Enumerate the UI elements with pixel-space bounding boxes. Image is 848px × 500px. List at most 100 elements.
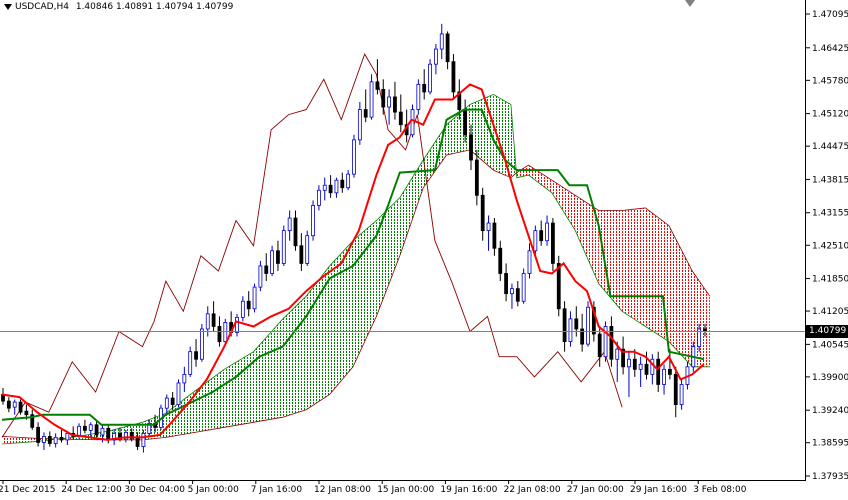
candle-body bbox=[539, 230, 544, 242]
candle-body bbox=[106, 427, 111, 441]
price-tick-label: 1.37935 bbox=[812, 472, 848, 482]
candle-body bbox=[112, 432, 117, 441]
candle-body bbox=[439, 33, 444, 50]
candle bbox=[398, 94, 403, 133]
candle-body bbox=[597, 333, 602, 358]
candle bbox=[164, 394, 169, 415]
kumo-segment bbox=[551, 180, 576, 231]
time-tick-label: 19 Jan 16:00 bbox=[440, 485, 497, 495]
candle-body bbox=[18, 401, 23, 413]
candle bbox=[451, 54, 456, 100]
kumo-segment bbox=[195, 369, 225, 433]
symbol-triangle-icon bbox=[4, 3, 12, 10]
candle bbox=[697, 323, 702, 352]
candle bbox=[586, 301, 590, 347]
candle-body bbox=[30, 414, 35, 428]
chart-header: USDCAD,H4 1.40846 1.40891 1.40794 1.4079… bbox=[4, 2, 233, 12]
candle bbox=[287, 210, 292, 241]
candle-body bbox=[381, 89, 386, 108]
candle-body bbox=[632, 358, 637, 370]
candle bbox=[469, 124, 473, 171]
candle-body bbox=[240, 300, 245, 318]
time-tick-label: 15 Jan 00:00 bbox=[377, 485, 434, 495]
candle bbox=[59, 429, 64, 443]
candle-body bbox=[164, 397, 169, 409]
candle bbox=[615, 341, 620, 382]
candle bbox=[1, 387, 5, 405]
candle bbox=[141, 429, 146, 453]
candle bbox=[18, 399, 23, 415]
candle-body bbox=[340, 179, 345, 189]
candle bbox=[36, 422, 40, 447]
candle-body bbox=[47, 436, 52, 444]
candle-body bbox=[451, 61, 456, 93]
time-tick-label: 22 Jan 08:00 bbox=[504, 485, 561, 495]
candle-body bbox=[88, 424, 93, 431]
candle bbox=[194, 339, 198, 367]
chart-shift-icon[interactable] bbox=[685, 0, 695, 7]
candle bbox=[551, 218, 555, 271]
candle-body bbox=[83, 425, 87, 431]
candle-body bbox=[316, 189, 321, 206]
candle-body bbox=[457, 91, 462, 110]
candle-body bbox=[59, 437, 64, 441]
candle-body bbox=[398, 111, 403, 126]
candle-body bbox=[65, 432, 70, 441]
candle-body bbox=[270, 250, 275, 274]
candle bbox=[393, 81, 397, 120]
candle-body bbox=[393, 96, 397, 113]
candle bbox=[521, 268, 526, 304]
candle bbox=[352, 134, 356, 178]
candle bbox=[480, 187, 485, 241]
candle bbox=[568, 311, 573, 347]
candle bbox=[504, 263, 509, 302]
kijun-sen-line bbox=[1, 108, 705, 426]
candle bbox=[88, 422, 93, 438]
candle bbox=[65, 432, 70, 445]
candle-body bbox=[527, 250, 532, 274]
candle bbox=[644, 351, 649, 380]
candle-body bbox=[615, 348, 620, 360]
candle-body bbox=[287, 217, 292, 232]
candle-body bbox=[463, 109, 468, 136]
high-value: 1.40891 bbox=[115, 2, 154, 12]
kumo-segment bbox=[528, 165, 552, 193]
candle-body bbox=[199, 328, 204, 360]
candle-body bbox=[235, 316, 239, 333]
price-tick-label: 1.47095 bbox=[812, 10, 848, 20]
candle bbox=[340, 172, 345, 193]
candle-body bbox=[36, 426, 40, 443]
candle-body bbox=[521, 273, 526, 302]
chikou-span-line bbox=[1, 53, 623, 438]
candle bbox=[603, 321, 608, 362]
candle bbox=[627, 351, 631, 398]
candle bbox=[515, 281, 520, 307]
kumo-segment bbox=[692, 270, 710, 367]
price-tick-label: 1.42510 bbox=[812, 241, 848, 251]
candle bbox=[258, 260, 263, 292]
candle-body bbox=[492, 222, 497, 249]
price-tick-label: 1.40545 bbox=[812, 340, 848, 350]
candle-body bbox=[205, 313, 210, 330]
candle bbox=[632, 349, 637, 377]
candle-body bbox=[416, 83, 421, 110]
time-tick-label: 3 Feb 08:00 bbox=[693, 485, 747, 495]
candle-body bbox=[469, 134, 473, 161]
candle-body bbox=[591, 306, 596, 335]
candle bbox=[270, 245, 275, 277]
candle-body bbox=[94, 424, 99, 436]
candle bbox=[369, 74, 374, 120]
symbol-label: USDCAD,H4 bbox=[15, 2, 69, 12]
candle bbox=[621, 336, 625, 375]
candle-body bbox=[504, 273, 509, 295]
candle-body bbox=[264, 265, 269, 274]
candle bbox=[147, 419, 152, 438]
candle-body bbox=[311, 205, 315, 237]
kumo-segment bbox=[165, 391, 196, 438]
candle-body bbox=[53, 437, 58, 444]
candle bbox=[322, 177, 327, 201]
candle-body bbox=[656, 358, 661, 385]
candle bbox=[346, 170, 351, 191]
